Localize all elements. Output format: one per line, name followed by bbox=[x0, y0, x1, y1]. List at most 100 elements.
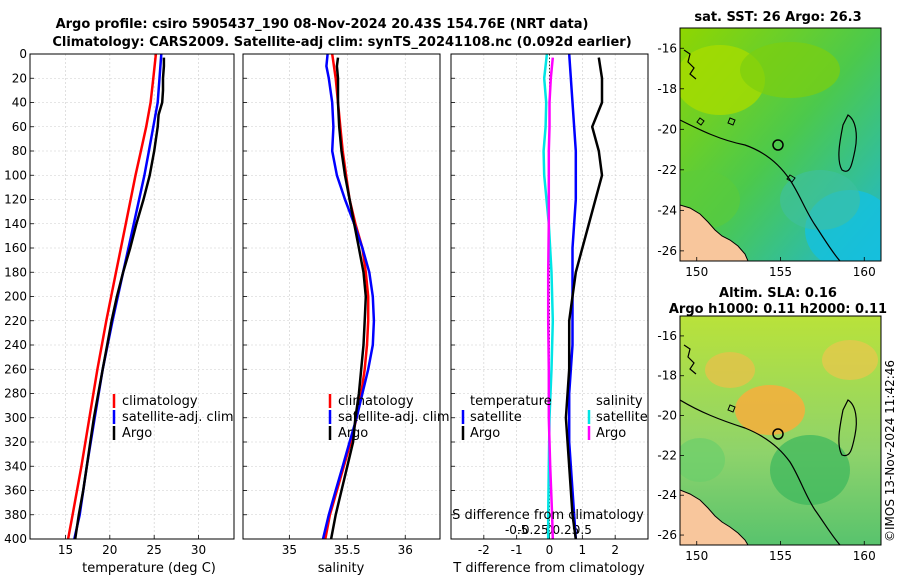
legend-label-satellite: satellite-adj. clim bbox=[122, 410, 234, 425]
x-tick-label: 15 bbox=[58, 543, 73, 557]
map-y-tick-label: -20 bbox=[657, 122, 677, 136]
y-tick-label: 240 bbox=[4, 338, 27, 352]
legend-label-s-argo: Argo bbox=[596, 426, 626, 441]
sst-map-image bbox=[680, 28, 881, 261]
difference-panel: -2 -1 0 1 2-0.5-0.250 0.250.5 bbox=[450, 53, 649, 557]
y-tick-label: 260 bbox=[4, 362, 27, 376]
x-tick-label: -2 bbox=[478, 543, 490, 557]
series-climatology bbox=[66, 53, 158, 540]
panel-frame bbox=[29, 53, 235, 540]
s-tick-label: -0.25 bbox=[518, 523, 549, 537]
map-x-tick-label: 160 bbox=[853, 265, 876, 279]
y-tick-label: 280 bbox=[4, 387, 27, 401]
temperature-difference-legend: temperature satellite Argo bbox=[461, 394, 552, 441]
y-tick-label: 200 bbox=[4, 290, 27, 304]
legend-label-s-satellite: satellite bbox=[596, 410, 648, 425]
map-y-tick-label: -24 bbox=[657, 203, 677, 217]
s-tick-label: 0.25 bbox=[553, 523, 580, 537]
map-y-tick-label: -20 bbox=[657, 409, 677, 423]
x-tick-label: 0 bbox=[546, 543, 554, 557]
s-difference-xlabel: S difference from climatology bbox=[452, 508, 644, 523]
legend-label-t-satellite: satellite bbox=[470, 410, 522, 425]
s-tick-label: -0.5 bbox=[505, 523, 528, 537]
sst-map-argo-marker bbox=[772, 139, 784, 151]
salinity-panel: 35 35.5 36 bbox=[242, 53, 441, 557]
legend-label-climatology: climatology bbox=[122, 394, 198, 409]
y-tick-label: 80 bbox=[12, 144, 27, 158]
map-x-tick-label: 155 bbox=[769, 549, 792, 563]
y-tick-label: 400 bbox=[4, 532, 27, 546]
series-satellite-adj-clim bbox=[321, 53, 376, 540]
y-tick-label: 320 bbox=[4, 435, 27, 449]
sla-map-axes: 150 155 160 -16 -18 -20 -22 -24 -26 bbox=[657, 329, 875, 563]
y-tick-label: 380 bbox=[4, 508, 27, 522]
sst-map-axes: 150 155 160 -16 -18 -20 -22 -24 -26 bbox=[657, 41, 875, 279]
salinity-legend: climatology satellite-adj. clim Argo bbox=[328, 394, 450, 441]
sla-map-title-line1: Altim. SLA: 0.16 bbox=[719, 286, 837, 301]
y-tick-label: 300 bbox=[4, 411, 27, 425]
x-tick-label: 36 bbox=[398, 543, 413, 557]
y-tick-label: 140 bbox=[4, 217, 27, 231]
map-y-tick-label: -22 bbox=[657, 448, 677, 462]
temperature-panel: 15 20 25 3002040608010012014016018020022024… bbox=[4, 47, 235, 557]
map-y-tick-label: -26 bbox=[657, 244, 677, 258]
x-tick-label: 20 bbox=[102, 543, 117, 557]
y-tick-label: 180 bbox=[4, 265, 27, 279]
x-tick-label: 35.5 bbox=[334, 543, 361, 557]
y-tick-label: 20 bbox=[12, 71, 27, 85]
series-s-argo bbox=[546, 57, 555, 540]
x-tick-label: 1 bbox=[579, 543, 587, 557]
salinity-difference-legend: salinity satellite Argo bbox=[587, 394, 648, 441]
map-x-tick-label: 150 bbox=[685, 265, 708, 279]
y-tick-label: 60 bbox=[12, 120, 27, 134]
legend-label-argo: Argo bbox=[338, 426, 368, 441]
y-tick-label: 40 bbox=[12, 96, 27, 110]
y-tick-label: 360 bbox=[4, 484, 27, 498]
panel-frame bbox=[242, 53, 441, 540]
salinity-xlabel: salinity bbox=[318, 561, 365, 576]
map-y-tick-label: -22 bbox=[657, 163, 677, 177]
y-tick-label: 100 bbox=[4, 168, 27, 182]
legend-label-argo: Argo bbox=[122, 426, 152, 441]
timestamp: ©IMOS 13-Nov-2024 11:42:46 bbox=[883, 360, 897, 542]
sst-map-title: sat. SST: 26 Argo: 26.3 bbox=[694, 10, 861, 25]
temperature-legend: climatology satellite-adj. clim Argo bbox=[112, 394, 234, 441]
sla-map-image bbox=[680, 316, 881, 545]
map-y-tick-label: -16 bbox=[657, 329, 677, 343]
map-y-tick-label: -18 bbox=[657, 369, 677, 383]
legend-label-climatology: climatology bbox=[338, 394, 414, 409]
sla-map-argo-marker bbox=[772, 428, 784, 440]
x-tick-label: 25 bbox=[147, 543, 162, 557]
figure-title-line1: Argo profile: csiro 5905437_190 08-Nov-2… bbox=[56, 17, 589, 32]
map-x-tick-label: 160 bbox=[853, 549, 876, 563]
temperature-xlabel: temperature (deg C) bbox=[82, 561, 216, 576]
y-tick-label: 160 bbox=[4, 241, 27, 255]
series-argo bbox=[329, 57, 368, 540]
y-tick-label: 0 bbox=[19, 47, 27, 61]
map-x-tick-label: 155 bbox=[769, 265, 792, 279]
series-argo bbox=[73, 57, 166, 540]
map-x-tick-label: 150 bbox=[685, 549, 708, 563]
x-tick-label: 2 bbox=[611, 543, 619, 557]
map-y-tick-label: -16 bbox=[657, 41, 677, 55]
figure-title-line2: Climatology: CARS2009. Satellite-adj cli… bbox=[52, 35, 631, 50]
y-tick-label: 340 bbox=[4, 459, 27, 473]
map-y-tick-label: -18 bbox=[657, 82, 677, 96]
x-tick-label: -1 bbox=[511, 543, 523, 557]
series-t-argo bbox=[564, 57, 604, 540]
t-difference-xlabel: T difference from climatology bbox=[452, 561, 645, 576]
s-tick-label: 0.5 bbox=[573, 523, 592, 537]
legend-title-salinity: salinity bbox=[596, 394, 643, 409]
map-y-tick-label: -26 bbox=[657, 528, 677, 542]
map-y-tick-label: -24 bbox=[657, 488, 677, 502]
legend-title-temperature: temperature bbox=[470, 394, 552, 409]
legend-label-t-argo: Argo bbox=[470, 426, 500, 441]
y-tick-label: 120 bbox=[4, 193, 27, 207]
legend-label-satellite: satellite-adj. clim bbox=[338, 410, 450, 425]
panel-frame bbox=[450, 53, 649, 540]
x-tick-label: 30 bbox=[191, 543, 206, 557]
y-tick-label: 220 bbox=[4, 314, 27, 328]
sla-map-title-line2: Argo h1000: 0.11 h2000: 0.11 bbox=[669, 302, 887, 317]
x-tick-label: 35 bbox=[282, 543, 297, 557]
